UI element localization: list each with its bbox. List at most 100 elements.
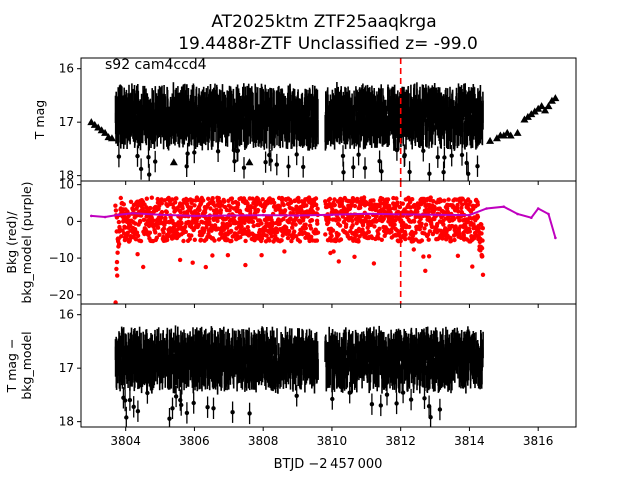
bkg-model-point xyxy=(296,214,299,217)
bkg-point xyxy=(282,249,287,254)
bkg-point xyxy=(114,215,120,220)
outlier-point xyxy=(442,155,447,160)
bkg-point xyxy=(479,222,484,227)
outlier-point xyxy=(247,411,252,416)
outlier-point xyxy=(301,164,306,170)
x-tick-label: 3806 xyxy=(179,434,210,448)
bkg-point xyxy=(385,197,391,202)
bkg-point xyxy=(166,195,171,201)
bkg-point xyxy=(265,217,271,222)
outlier-point xyxy=(147,172,152,177)
bkg-point xyxy=(149,195,154,200)
bkg-point xyxy=(344,222,349,227)
bkg-point xyxy=(159,209,165,215)
bkg-point xyxy=(425,232,431,237)
bkg-point xyxy=(151,218,156,223)
bkg-point xyxy=(423,268,428,273)
y-tick-label: 16 xyxy=(59,62,74,76)
bkg-point xyxy=(280,233,285,238)
bkg-point xyxy=(154,235,159,240)
triangle-point xyxy=(537,102,546,110)
bkg-point xyxy=(299,208,304,213)
triangle-point xyxy=(506,131,515,139)
bkg-point xyxy=(412,219,417,224)
bkg-point xyxy=(190,260,195,265)
y-tick-label: 18 xyxy=(59,169,74,183)
bkg-point xyxy=(187,236,192,242)
bkg-model-point xyxy=(433,213,437,217)
y-axis-label: bkg_model (purple) xyxy=(19,181,34,303)
bkg-point xyxy=(415,209,420,214)
bkg-point xyxy=(480,226,485,231)
bkg-point xyxy=(350,218,355,224)
outlier-point xyxy=(421,148,426,153)
outlier-point xyxy=(441,170,446,175)
bkg-point xyxy=(277,221,282,227)
bkg-point xyxy=(315,230,321,235)
x-tick-label: 3810 xyxy=(317,434,348,448)
bkg-point xyxy=(392,222,397,227)
bkg-point xyxy=(121,202,127,207)
bkg-point xyxy=(202,210,208,215)
bkg-point xyxy=(251,223,256,229)
bkg-point xyxy=(314,202,319,207)
bkg-point xyxy=(392,206,398,211)
outlier-point xyxy=(379,169,384,174)
bkg-point xyxy=(426,254,432,259)
bkg-point xyxy=(170,197,175,202)
bkg-point xyxy=(212,203,218,208)
bkg-point xyxy=(181,238,186,244)
x-tick-label: 3804 xyxy=(110,434,141,448)
bkg-point xyxy=(403,236,408,242)
outlier-point xyxy=(184,410,190,416)
bkg-point xyxy=(293,222,298,227)
bkg-point xyxy=(400,201,405,206)
bkg-point xyxy=(359,213,365,219)
bkg-point xyxy=(337,223,343,228)
outlier-point xyxy=(294,393,299,398)
bkg-point xyxy=(216,196,221,201)
bkg-point xyxy=(159,215,164,220)
bkg-point xyxy=(456,209,461,214)
bkg-point xyxy=(441,222,446,227)
bkg-model-point xyxy=(536,207,540,210)
bkg-point xyxy=(115,273,120,278)
bkg-point xyxy=(277,204,282,209)
bkg-point xyxy=(201,198,206,203)
bkg-point xyxy=(267,238,272,243)
outlier-point xyxy=(145,390,150,396)
bkg-point xyxy=(243,262,248,268)
outlier-point xyxy=(407,169,412,175)
bkg-model-point xyxy=(502,205,506,208)
outlier-point xyxy=(116,154,122,159)
bkg-point xyxy=(274,230,280,235)
bkg-point xyxy=(389,229,394,234)
x-tick-label: 3808 xyxy=(248,434,279,448)
bkg-point xyxy=(217,199,223,205)
bkg-point xyxy=(264,233,269,238)
outlier-point xyxy=(351,165,356,170)
outlier-point xyxy=(466,171,471,176)
bkg-point xyxy=(225,253,231,258)
outlier-point xyxy=(138,166,144,172)
bkg-point xyxy=(452,237,457,243)
bkg-point xyxy=(235,202,241,207)
outlier-point xyxy=(211,406,216,411)
bkg-point xyxy=(255,207,261,213)
bkg-point xyxy=(413,230,418,235)
bkg-point xyxy=(164,210,169,215)
bkg-point xyxy=(281,202,286,208)
outlier-point xyxy=(235,148,240,153)
bkg-point xyxy=(428,195,433,200)
bkg-point xyxy=(410,197,415,202)
bkg-point xyxy=(282,208,288,213)
outlier-point xyxy=(294,152,299,157)
bkg-point xyxy=(210,253,215,258)
outlier-point xyxy=(286,164,291,169)
outlier-point xyxy=(173,394,179,399)
y-tick-label: −20 xyxy=(49,288,74,302)
bkg-point xyxy=(167,226,173,231)
y-tick-label: 10 xyxy=(59,178,74,192)
bkg-point xyxy=(114,266,119,272)
bkg-point xyxy=(438,198,444,204)
